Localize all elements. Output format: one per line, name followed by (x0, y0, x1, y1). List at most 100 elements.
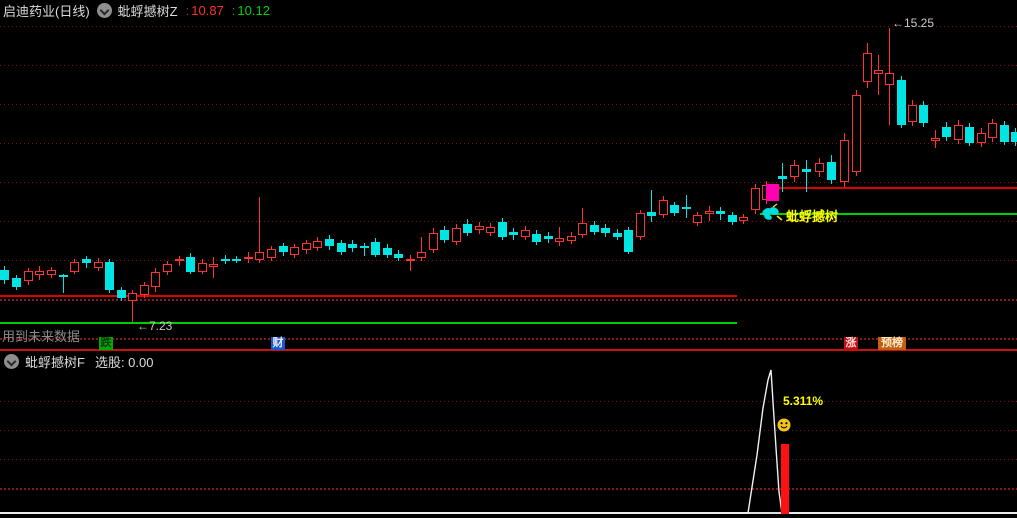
chart-badge: 财 (271, 337, 285, 350)
candle-up (840, 140, 849, 182)
candle-up (659, 200, 668, 215)
price-label: ←15.25 (892, 16, 935, 30)
signal-marker-box (766, 184, 779, 201)
indicator-horizontal-line (0, 322, 737, 324)
gridline (0, 182, 1017, 183)
candle-wick (132, 290, 133, 322)
candle-down (348, 244, 357, 248)
candle-up (140, 285, 149, 295)
candle-wick (213, 257, 214, 278)
candle-wick (364, 243, 365, 256)
panel-separator-line (0, 349, 1017, 351)
candle-up (636, 213, 645, 237)
candle-up (35, 271, 44, 275)
candle-up (151, 272, 160, 287)
collapse-chevron-icon[interactable] (96, 2, 112, 18)
candle-up (852, 95, 861, 172)
candle-up (885, 73, 894, 85)
candle-up (128, 293, 137, 301)
chart-badge: 预榜 (878, 337, 906, 350)
candle-up (790, 165, 799, 177)
chart-badge: 跌 (99, 337, 113, 350)
candle-down (601, 228, 610, 233)
candle-up (94, 262, 103, 268)
candle-down (897, 80, 906, 125)
candle-down (647, 212, 656, 216)
candle-up (705, 211, 714, 214)
candle-down (590, 225, 599, 232)
candle-up (815, 163, 824, 172)
candle-down (965, 127, 974, 143)
gridline (0, 143, 1017, 144)
candle-wick (806, 160, 807, 192)
gridline (0, 26, 1017, 27)
signal-bar (781, 444, 789, 514)
collapse-chevron-icon-2[interactable] (4, 354, 19, 369)
indicator-horizontal-line (760, 213, 1017, 215)
indicator-zero-line (0, 512, 1017, 514)
candle-up (475, 226, 484, 230)
candle-wick (179, 256, 180, 266)
candle-up (452, 228, 461, 242)
peak-percent-label: 5.311% (783, 394, 824, 408)
candle-down (1000, 125, 1009, 142)
candle-up (567, 236, 576, 241)
candle-down (802, 169, 811, 172)
candle-up (521, 230, 530, 237)
candle-up (24, 271, 33, 281)
candle-down (778, 176, 787, 179)
candle-wick (259, 197, 260, 263)
candle-up (486, 227, 495, 233)
candle-down (624, 230, 633, 252)
candle-up (693, 215, 702, 223)
gridline (0, 299, 1017, 301)
candle-up (198, 263, 207, 272)
colon-1: : (185, 2, 190, 18)
signal-annotation-text: 蚍蜉撼树 (786, 209, 839, 224)
price-label: ←7.23 (137, 319, 173, 333)
colon-2: : (231, 2, 236, 18)
candle-wick (878, 55, 879, 95)
candle-up (863, 53, 872, 82)
candle-up (313, 241, 322, 248)
candle-down (942, 127, 951, 137)
candle-down (117, 290, 126, 298)
candle-down (463, 224, 472, 233)
candle-down (613, 233, 622, 237)
candle-down (12, 278, 21, 287)
candle-down (544, 236, 553, 239)
candle-up (954, 125, 963, 140)
main-chart-header: 启迪药业(日线) 蚍蜉撼树Z : 10.87 : 10.12 (0, 0, 1017, 20)
candle-up (751, 188, 760, 210)
candle-up (255, 252, 264, 260)
candle-up (267, 249, 276, 258)
candle-wick (63, 274, 64, 293)
candle-up (290, 247, 299, 255)
gridline (0, 430, 1017, 431)
candle-up (578, 223, 587, 235)
gridline (0, 104, 1017, 105)
indicator-horizontal-line (766, 187, 1017, 189)
candle-up (302, 243, 311, 250)
candle-down (728, 215, 737, 222)
gridline (0, 221, 1017, 222)
candle-up (977, 133, 986, 143)
candle-down (105, 262, 114, 290)
candle-down (82, 259, 91, 263)
candle-up (874, 70, 883, 74)
chart-badge: 涨 (844, 337, 858, 350)
candle-up (417, 252, 426, 258)
candle-down (440, 230, 449, 240)
candle-wick (651, 190, 652, 222)
candle-up (429, 233, 438, 250)
future-data-note: 用到未来数据 (2, 329, 81, 344)
butterfly-icon (762, 208, 772, 216)
candle-up (988, 123, 997, 138)
candle-wick (559, 227, 560, 246)
candle-down (360, 246, 369, 248)
candle-down (221, 259, 230, 261)
candle-up (163, 264, 172, 272)
indicator-panel-header: 蚍蜉撼树F 选股: 0.00 (0, 352, 1017, 371)
indicator-spike-line (0, 369, 1017, 514)
candle-down (325, 239, 334, 246)
